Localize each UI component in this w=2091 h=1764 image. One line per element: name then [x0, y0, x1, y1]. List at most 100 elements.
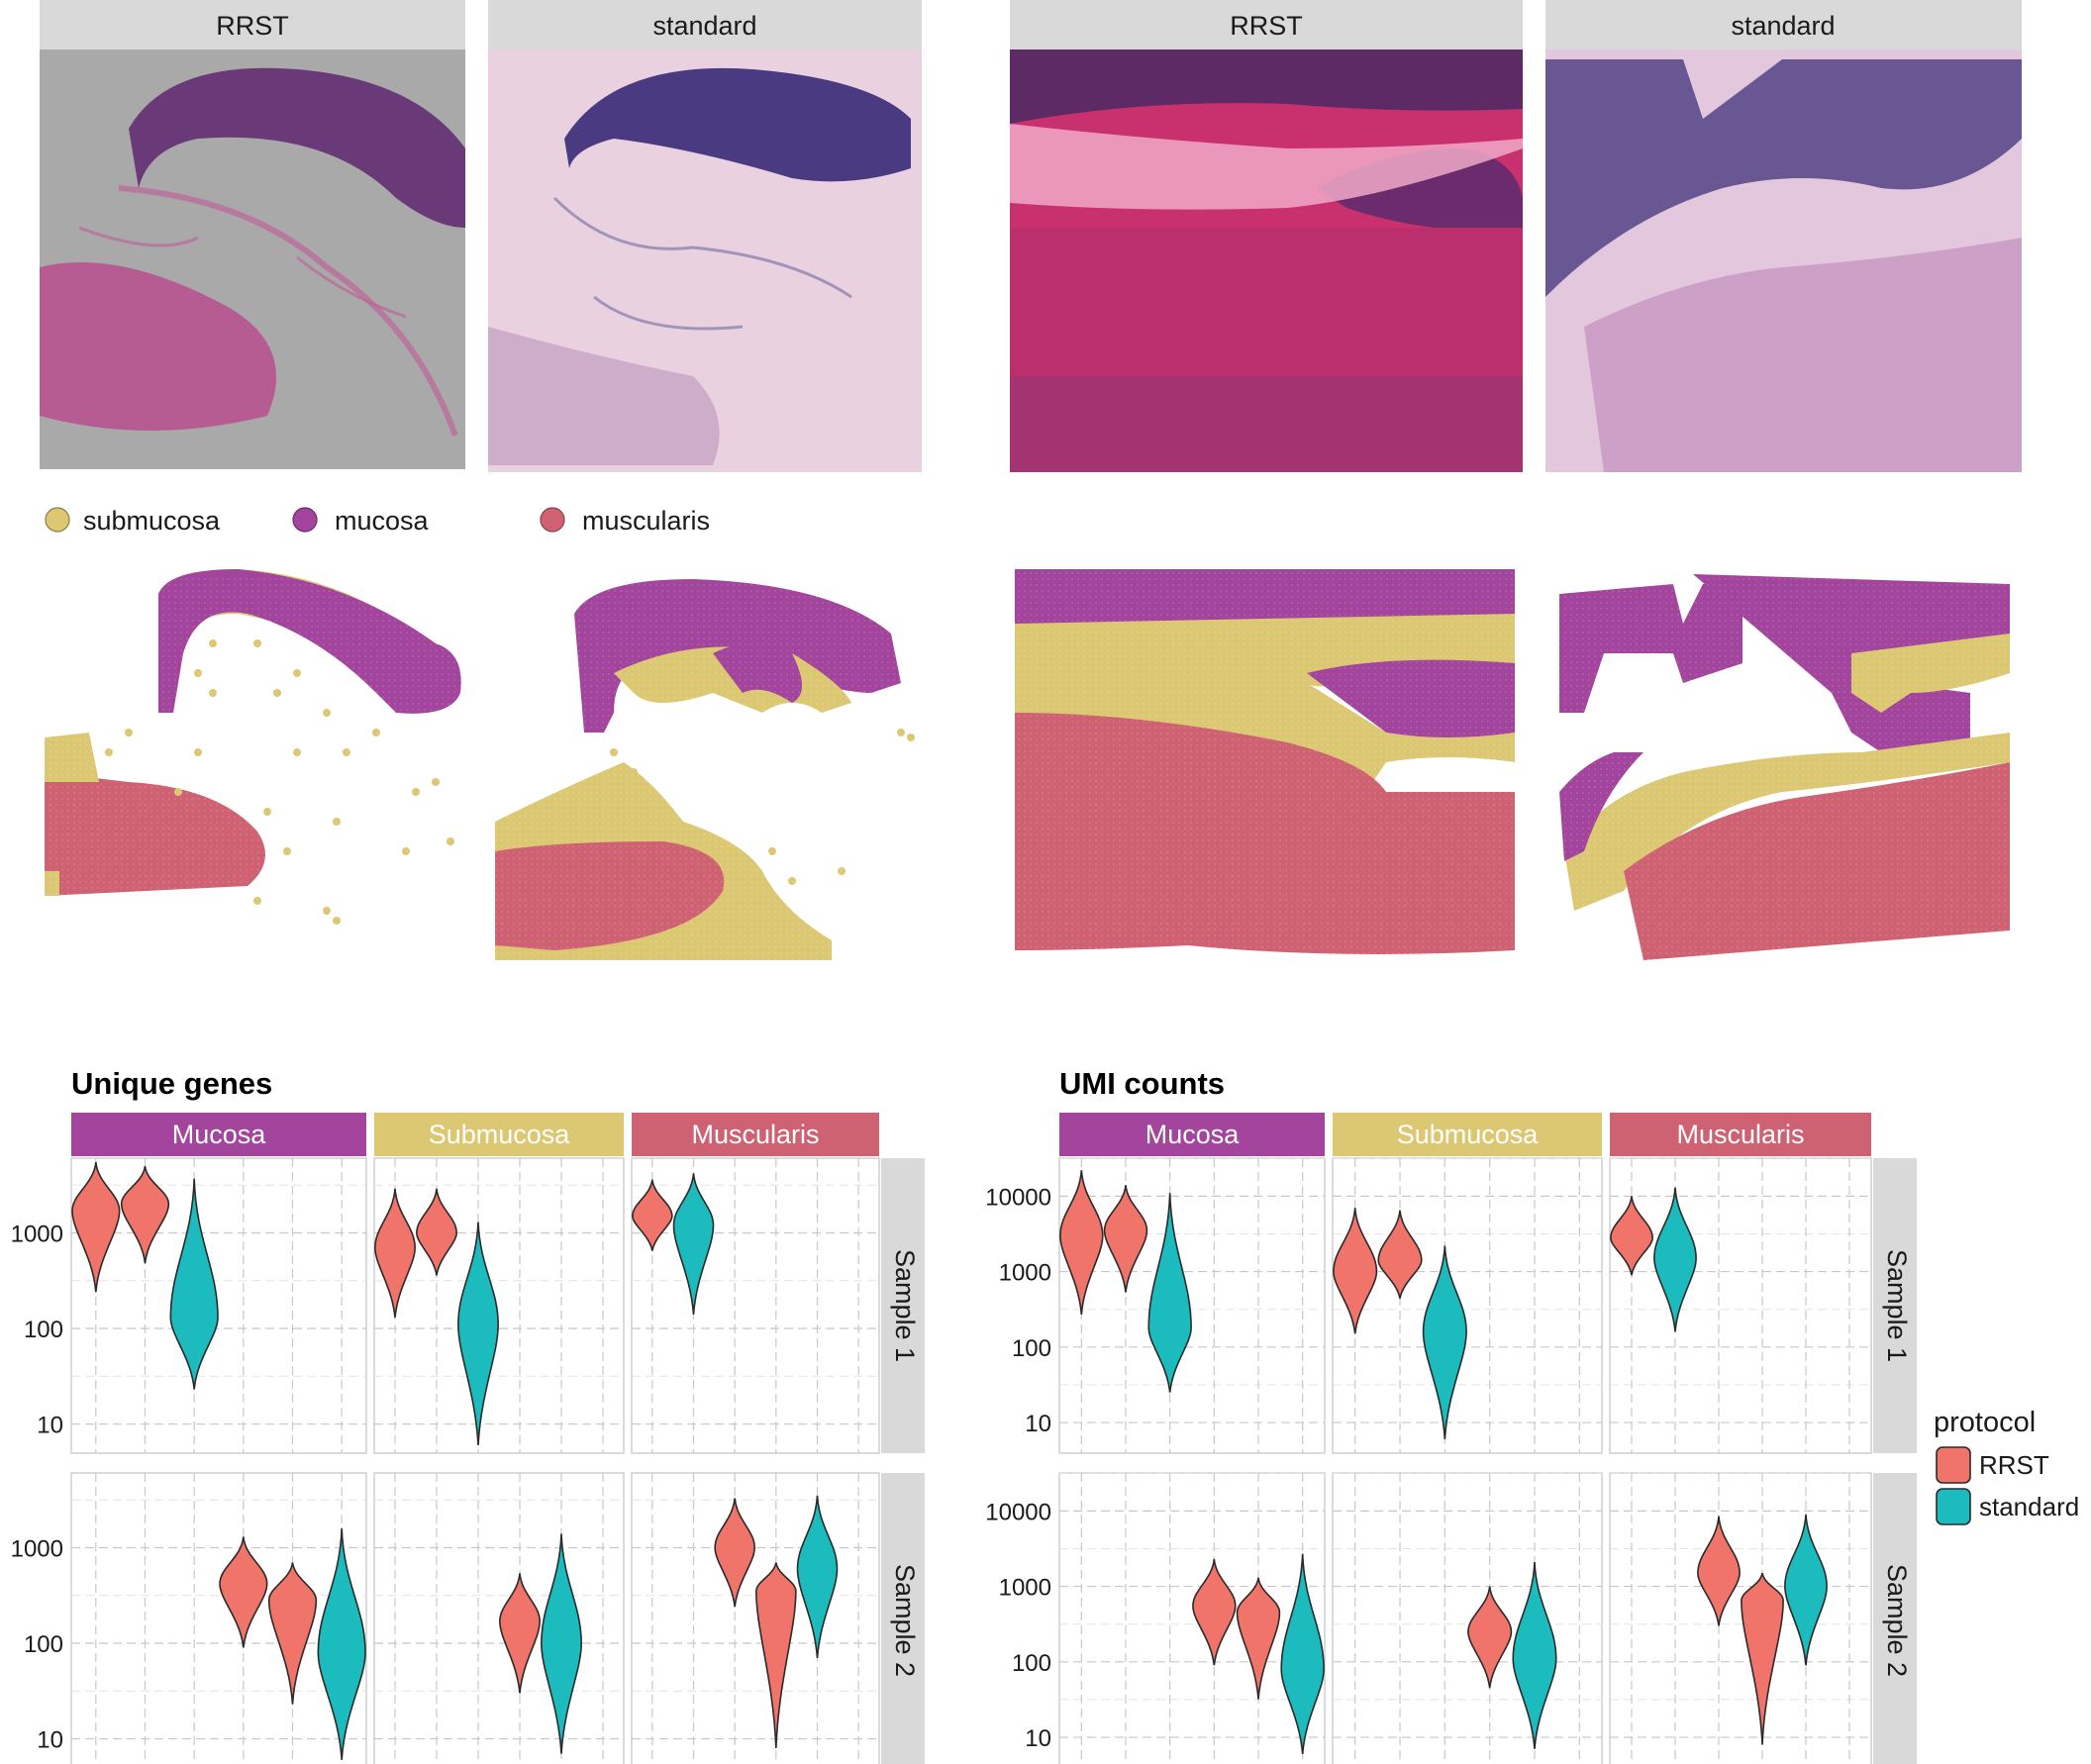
chart-title: Unique genes: [71, 1066, 272, 1101]
violin-standard: [796, 1495, 839, 1659]
chart-1: Unique genes Mucosa Submucosa Muscularis Sam…: [11, 1066, 925, 1764]
row-strip-label: Sample 1: [890, 1249, 920, 1362]
violin-rrst: [632, 1179, 673, 1251]
violin-rrst: [1741, 1572, 1784, 1745]
facet-strip-submucosa: [374, 1113, 624, 1156]
violin-rrst: [1467, 1586, 1513, 1689]
legend-label-mucosa: mucosa: [335, 506, 430, 536]
legend-dot-mucosa: [292, 507, 318, 533]
y-tick-label: 10000: [985, 1184, 1051, 1211]
violin-rrst: [1192, 1558, 1237, 1666]
facet-strip-mucosa: [71, 1113, 366, 1156]
panel-border: [1058, 1157, 1326, 1454]
row-strip: [1873, 1473, 1917, 1764]
facet-panel: [70, 1157, 367, 1454]
y-tick-label: 10: [1025, 1411, 1051, 1437]
violin-charts: Unique genes Mucosa Submucosa Muscularis Sam…: [11, 1066, 2079, 1764]
histology-label-1: RRST: [216, 11, 289, 41]
facet-panel: [1332, 1157, 1603, 1454]
violin-standard: [1784, 1514, 1828, 1666]
y-tick-label: 100: [1012, 1650, 1051, 1677]
violin-standard: [317, 1527, 366, 1761]
histology-panel-4: standard: [1545, 0, 2022, 472]
legend-key-standard: [1936, 1488, 1971, 1525]
violin-rrst: [267, 1562, 318, 1705]
facet-strip-label: Muscularis: [1676, 1120, 1804, 1149]
legend-label-rrst: RRST: [1979, 1450, 2049, 1480]
protocol-legend: protocol RRST standard: [1934, 1407, 2079, 1525]
violin-rrst: [1059, 1170, 1104, 1315]
violin-standard: [1147, 1193, 1192, 1393]
panel-border: [1058, 1472, 1326, 1764]
violin-rrst: [714, 1498, 755, 1608]
y-tick-label: 1000: [999, 1575, 1051, 1602]
panel-border: [373, 1157, 625, 1454]
violin-rrst: [374, 1188, 416, 1319]
chart-title: UMI counts: [1059, 1066, 1225, 1101]
violin-standard: [541, 1533, 582, 1754]
facet-strip-submucosa: [1333, 1113, 1602, 1156]
violin-rrst: [1236, 1577, 1281, 1700]
chart-2: UMI counts Mucosa Submucosa Muscularis Sampl…: [985, 1066, 2079, 1764]
violin-rrst: [1697, 1516, 1741, 1626]
panel-border: [631, 1472, 880, 1764]
facet-panel: [1058, 1157, 1326, 1454]
violin-rrst: [219, 1536, 268, 1648]
spot-map-1: [45, 569, 470, 950]
facet-strip-label: Submucosa: [1397, 1120, 1540, 1149]
facet-strip-label: Mucosa: [172, 1120, 267, 1149]
violin-rrst: [120, 1165, 170, 1264]
facet-panel: [1609, 1157, 1872, 1454]
facet-panel: [631, 1472, 880, 1764]
row-strip: [881, 1158, 925, 1453]
legend-key-rrst: [1936, 1446, 1971, 1484]
histology-label-3: RRST: [1230, 11, 1303, 41]
violin-rrst: [1610, 1196, 1653, 1276]
legend-dot-submucosa: [45, 507, 70, 533]
facet-panel: [1058, 1472, 1326, 1764]
y-tick-label: 100: [24, 1631, 63, 1658]
panel-border: [1332, 1472, 1603, 1764]
histology-panel-3: RRST: [1010, 0, 1523, 472]
legend-label-muscularis: muscularis: [582, 506, 710, 536]
violin-standard: [1653, 1187, 1697, 1332]
row-strip-label: Sample 2: [890, 1564, 920, 1677]
y-tick-label: 100: [24, 1317, 63, 1343]
y-tick-label: 10: [37, 1413, 63, 1439]
panel-border: [70, 1472, 367, 1764]
legend-dot-muscularis: [540, 507, 565, 533]
legend-title: protocol: [1934, 1407, 2036, 1438]
y-tick-label: 100: [1012, 1335, 1051, 1362]
y-tick-label: 10000: [985, 1499, 1051, 1525]
violin-rrst: [499, 1573, 541, 1694]
facet-panel: [1609, 1472, 1872, 1764]
spot-map-4: [1554, 569, 2015, 965]
violin-rrst: [1103, 1185, 1148, 1293]
spot-map-2: [495, 574, 921, 960]
violin-standard: [457, 1222, 499, 1446]
facet-strip-label: Mucosa: [1145, 1120, 1241, 1149]
y-tick-label: 1000: [999, 1260, 1051, 1287]
violin-standard: [1422, 1245, 1467, 1440]
facet-strip-label: Muscularis: [691, 1120, 819, 1149]
spot-map-3: [1015, 569, 1515, 955]
facet-panel: [631, 1157, 880, 1454]
facet-strip-mucosa: [1059, 1113, 1325, 1156]
panel-border: [373, 1472, 625, 1764]
panel-border: [70, 1157, 367, 1454]
facet-strip-muscularis: [1610, 1113, 1871, 1156]
facet-strip-muscularis: [632, 1113, 879, 1156]
panel-border: [1609, 1472, 1872, 1764]
violin-standard: [169, 1178, 219, 1390]
violin-rrst: [1333, 1208, 1378, 1334]
facet-panel: [373, 1472, 625, 1764]
violin-standard: [672, 1173, 715, 1315]
violin-standard: [1512, 1561, 1557, 1749]
y-tick-label: 1000: [11, 1221, 63, 1247]
y-tick-label: 10: [1025, 1725, 1051, 1752]
legend-label-submucosa: submucosa: [83, 506, 221, 536]
violin-rrst: [755, 1562, 797, 1748]
facet-strip-label: Submucosa: [429, 1120, 571, 1149]
panel-border: [631, 1157, 880, 1454]
